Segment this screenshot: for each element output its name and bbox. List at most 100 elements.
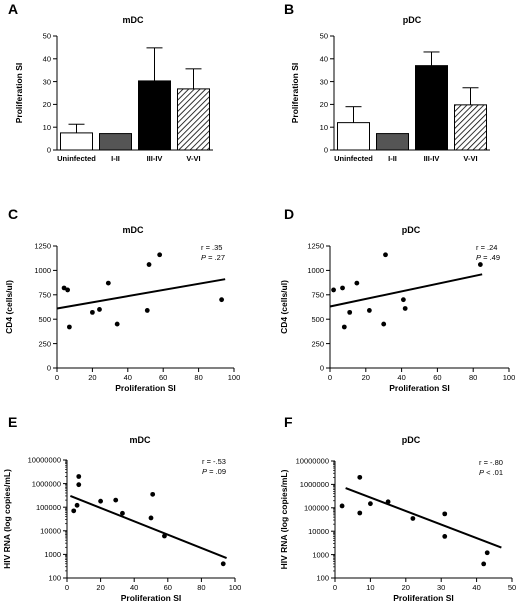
p-value: P = .49 [476, 253, 500, 262]
data-point [347, 309, 353, 315]
p-label: P [479, 468, 484, 477]
y-tick-label: 10 [43, 123, 51, 132]
regression-line [329, 273, 483, 308]
data-point [65, 287, 71, 293]
p-value-text: = .27 [206, 253, 225, 262]
x-tick-label: 60 [164, 583, 172, 592]
data-point [219, 297, 225, 303]
y-tick-label: 20 [320, 100, 328, 109]
x-category-label: Uninfected [57, 154, 96, 163]
data-point [74, 502, 80, 508]
p-value: P = .09 [202, 467, 226, 476]
x-category-label: V-VI [463, 154, 477, 163]
y-tick-label: 100 [316, 574, 329, 583]
data-point [400, 297, 406, 303]
y-tick-label: 750 [311, 291, 324, 300]
y-tick-label: 250 [38, 339, 51, 348]
y-axis-label: CD4 (cells/ul) [4, 280, 14, 334]
correlation-r: r = .24 [476, 243, 497, 252]
data-point [477, 262, 483, 267]
x-tick-label: 20 [362, 373, 370, 382]
y-tick-label: 100 [48, 574, 61, 583]
x-tick-label: 50 [508, 583, 516, 592]
y-tick-label: 0 [47, 364, 51, 373]
data-point [98, 498, 103, 504]
x-category-label: I-II [111, 154, 120, 163]
chart-title: mDC [122, 15, 144, 25]
y-tick-label: 0 [47, 146, 51, 155]
y-tick-label: 1000000 [300, 480, 329, 489]
y-tick-label: 10000 [308, 527, 329, 536]
x-tick-label: 0 [328, 373, 332, 382]
y-tick-label: 1250 [34, 242, 51, 251]
data-point [76, 474, 82, 479]
x-tick-label: 20 [88, 373, 96, 382]
x-tick-label: 40 [130, 583, 138, 592]
p-value-text: = .09 [207, 467, 226, 476]
y-tick-label: 40 [320, 55, 328, 64]
y-axis-label: Proliferation SI [14, 63, 24, 123]
y-tick-label: 1000 [44, 550, 61, 559]
regression-line [345, 487, 502, 549]
bar [454, 104, 487, 151]
y-tick-label: 50 [320, 32, 328, 41]
panel-letter: C [8, 206, 18, 222]
y-tick-label: 750 [38, 291, 51, 300]
bar [376, 133, 409, 151]
chart-title: pDC [402, 225, 421, 235]
panel-letter: D [284, 206, 294, 222]
data-point [354, 280, 360, 286]
y-tick-label: 500 [38, 315, 51, 324]
panel-letter: E [8, 414, 17, 430]
y-tick-label: 10000000 [28, 456, 61, 465]
data-point [113, 497, 119, 503]
chart-title: mDC [129, 435, 151, 445]
bar [60, 132, 93, 151]
x-tick-label: 40 [397, 373, 405, 382]
data-point [368, 501, 373, 507]
y-tick-label: 1000000 [32, 479, 61, 488]
y-tick-label: 10000 [40, 527, 61, 536]
chart-title: pDC [403, 15, 422, 25]
data-point [357, 474, 363, 480]
x-tick-label: 100 [229, 583, 242, 592]
y-tick-label: 1000 [312, 550, 329, 559]
bar [177, 88, 210, 151]
y-tick-label: 30 [43, 77, 51, 86]
p-label: P [476, 253, 481, 262]
x-tick-label: 40 [472, 583, 480, 592]
y-tick-label: 50 [43, 32, 51, 41]
data-point [340, 285, 345, 291]
x-tick-label: 30 [437, 583, 445, 592]
panel-letter: A [8, 1, 18, 17]
data-point [331, 287, 336, 293]
data-point [357, 510, 363, 516]
correlation-r: r = -.80 [479, 458, 503, 467]
x-axis-label: Proliferation SI [393, 593, 453, 603]
p-value: P < .01 [479, 468, 503, 477]
data-point [366, 308, 372, 313]
y-axis-label: Proliferation SI [290, 63, 300, 123]
x-tick-label: 20 [96, 583, 104, 592]
data-point [90, 309, 95, 315]
x-tick-label: 60 [159, 373, 167, 382]
data-point [410, 516, 416, 521]
data-point [148, 515, 154, 521]
data-point [402, 306, 408, 311]
y-tick-label: 100000 [304, 504, 329, 513]
y-tick-label: 1000 [34, 266, 51, 275]
y-tick-label: 1250 [307, 242, 324, 251]
x-axis-label: Proliferation SI [389, 383, 449, 393]
p-label: P [202, 467, 207, 476]
y-tick-label: 100000 [36, 503, 61, 512]
data-point [146, 262, 152, 267]
data-point [484, 550, 490, 556]
y-axis-label: HIV RNA (log copies/mL) [2, 469, 12, 569]
data-point [120, 510, 125, 516]
data-point [339, 503, 345, 509]
x-tick-label: 40 [124, 373, 132, 382]
x-tick-label: 0 [333, 583, 337, 592]
bar [138, 80, 171, 151]
